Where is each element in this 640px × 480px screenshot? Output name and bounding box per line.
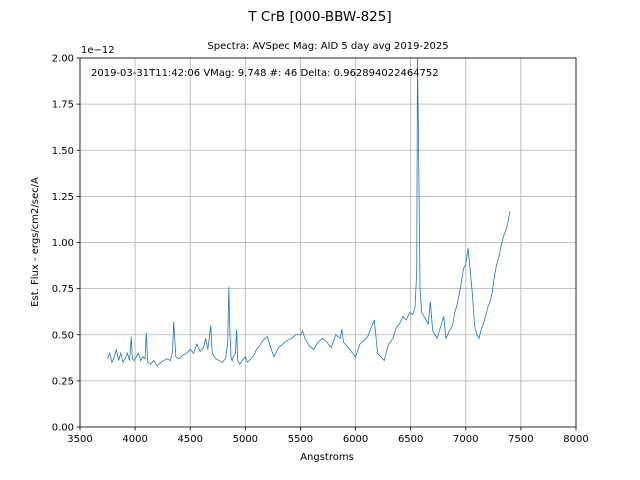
x-tick-label: 4000: [122, 434, 147, 445]
y-axis-ticks: 0.00 0.25 0.50 0.75 1.00 1.25 1.50 1.75 2.00: [52, 54, 80, 434]
y-tick-label: 1.50: [52, 146, 74, 157]
y-tick-label: 1.75: [52, 100, 74, 111]
spectrum-line: [107, 58, 511, 367]
x-tick-label: 8000: [563, 434, 588, 445]
y-axis-label: Est. Flux - ergs/cm2/sec/A: [30, 177, 41, 307]
x-tick-label: 6500: [398, 434, 423, 445]
y-tick-label: 1.00: [52, 238, 74, 249]
chart-subtitle: Spectra: AVSpec Mag: AID 5 day avg 2019-…: [207, 41, 448, 52]
x-tick-label: 6000: [343, 434, 368, 445]
x-axis-ticks: 3500 4000 4500 5000 5500 6000 6500 7000 7500 8000: [67, 427, 589, 445]
y-tick-label: 0.25: [52, 376, 74, 387]
x-tick-label: 5500: [288, 434, 313, 445]
chart-annotation: 2019-03-31T11:42:06 VMag: 9.748 #: 46 De…: [91, 68, 439, 79]
x-tick-label: 7000: [453, 434, 478, 445]
x-tick-label: 4500: [177, 434, 202, 445]
y-tick-label: 0.00: [52, 423, 74, 434]
x-tick-label: 7500: [508, 434, 533, 445]
y-tick-label: 0.75: [52, 284, 74, 295]
x-axis-label: Angstroms: [300, 452, 354, 463]
x-tick-label: 3500: [67, 434, 92, 445]
chart-title: T CrB [000-BBW-825]: [247, 9, 391, 25]
y-scale-label: 1e−12: [81, 45, 115, 56]
y-tick-label: 2.00: [52, 54, 74, 65]
plot-area: [107, 58, 511, 367]
y-tick-label: 1.25: [52, 192, 74, 203]
y-tick-label: 0.50: [52, 330, 74, 341]
x-tick-label: 5000: [233, 434, 258, 445]
